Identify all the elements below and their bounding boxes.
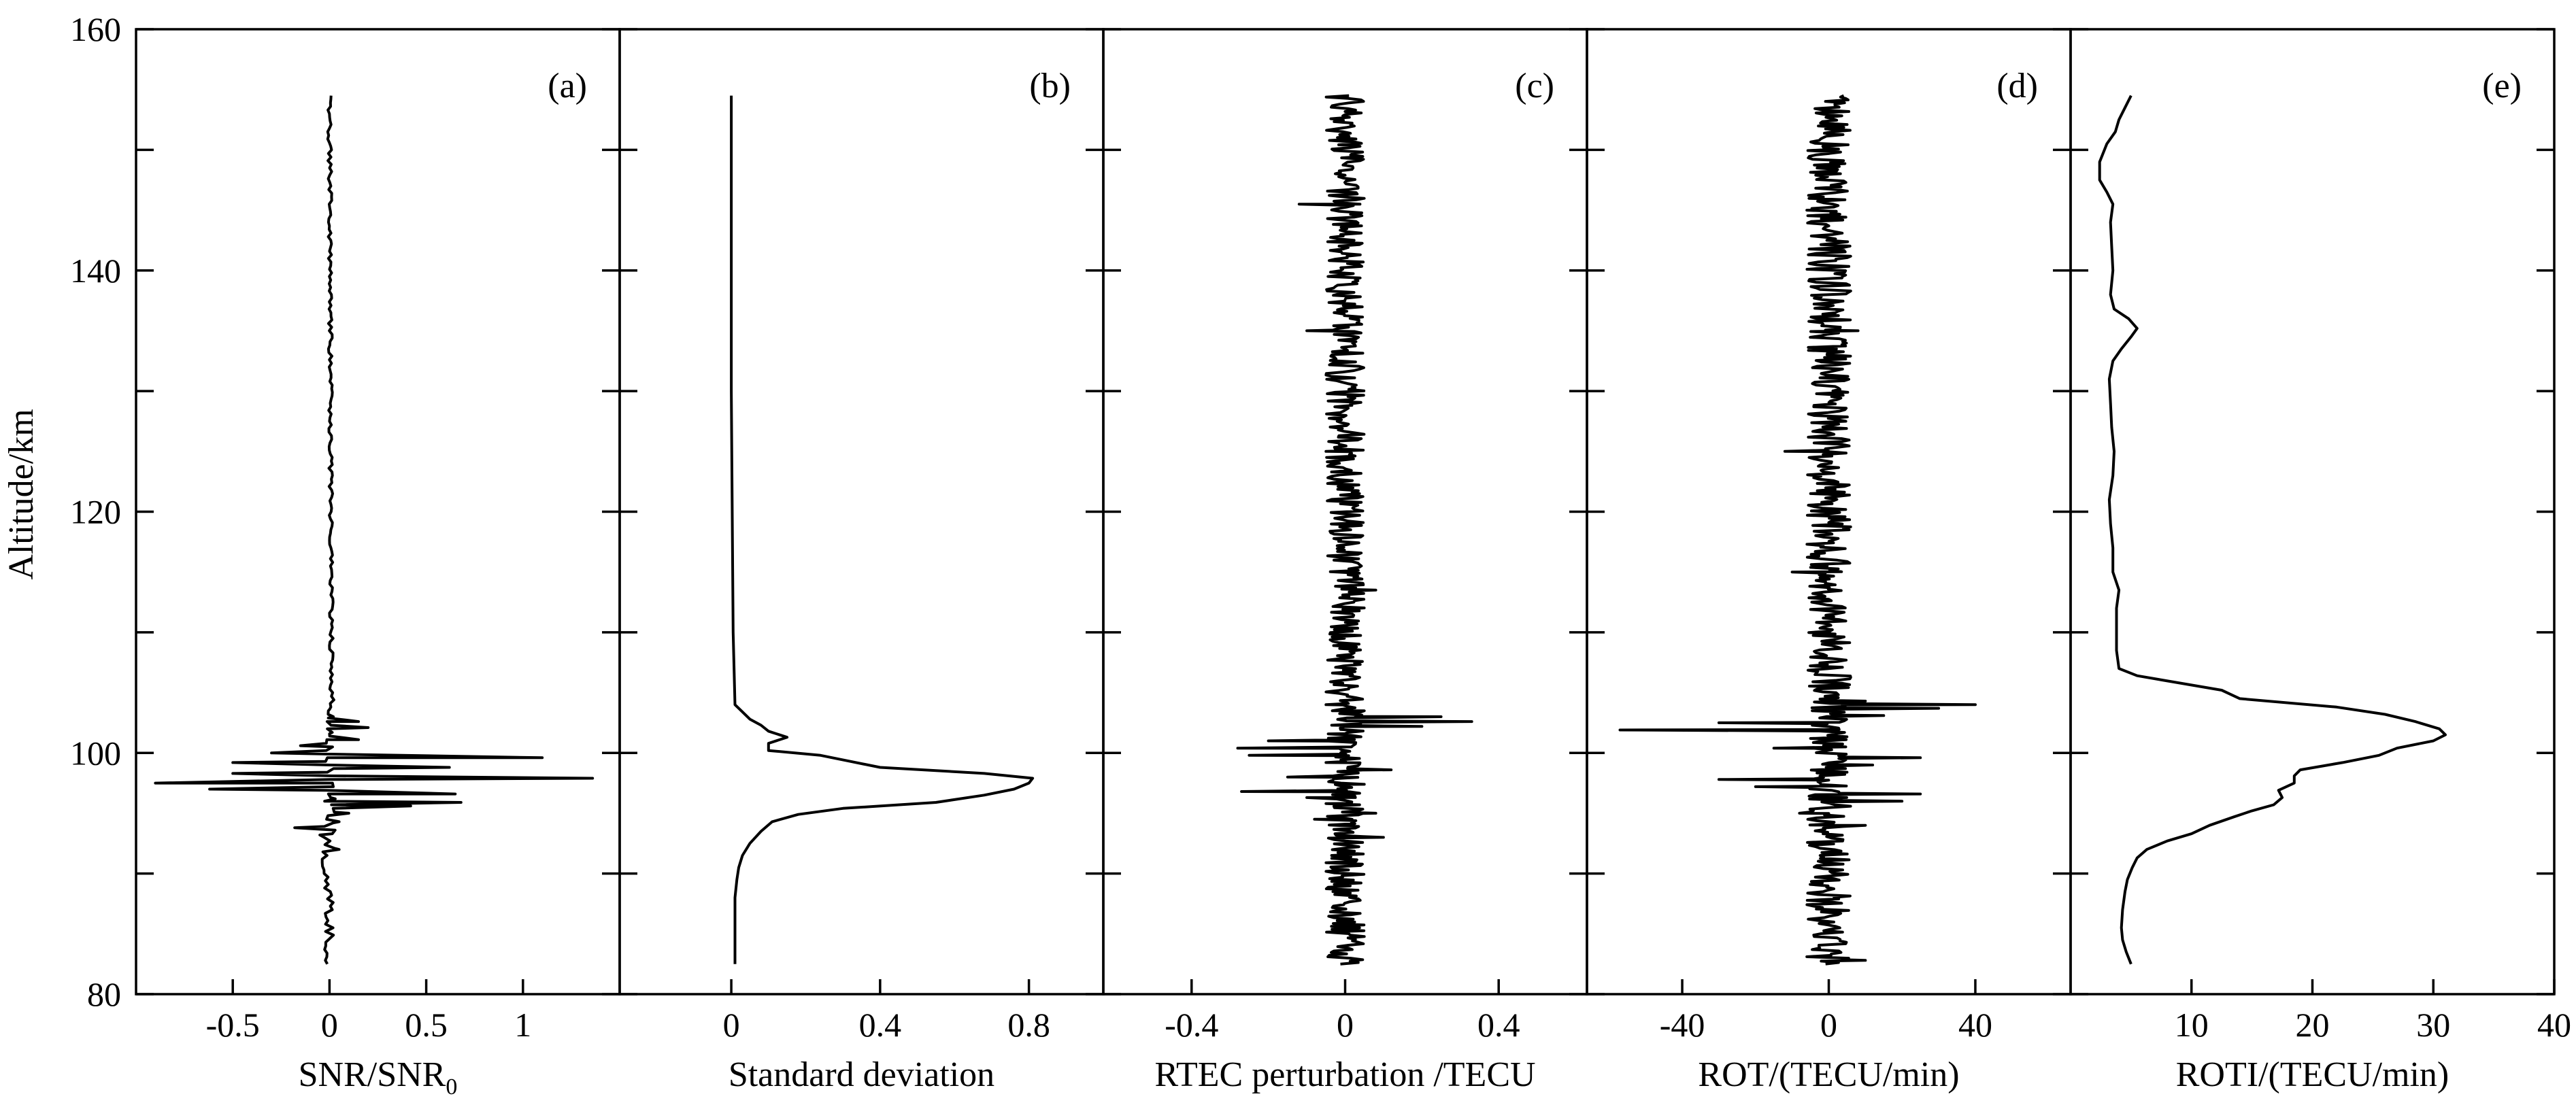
data-series-line	[1236, 94, 1473, 966]
chart-panel: 10 20 30 40 ROTI/(TECU/min) (e)	[2069, 28, 2571, 1094]
panel-label: (a)	[548, 67, 587, 105]
data-series-line	[154, 95, 595, 965]
y-axis: Altitude/km 80 100 120 140 160	[2, 10, 121, 1013]
x-tick-label: 10	[2175, 1006, 2209, 1044]
panel-label: (b)	[1029, 67, 1071, 105]
x-tick-label: -40	[1660, 1006, 1705, 1044]
y-axis-title: Altitude/km	[2, 409, 41, 579]
x-tick-label: 0	[321, 1006, 338, 1044]
chart-panel: -0.4 0 0.4 RTEC perturbation /TECU (c)	[1102, 28, 1588, 1094]
x-axis-title: ROTI/(TECU/min)	[2176, 1055, 2449, 1094]
x-tick-label: 0	[723, 1006, 740, 1044]
y-tick-label: 140	[70, 252, 121, 290]
x-tick-label: 20	[2296, 1006, 2330, 1044]
x-axis-title: ROT/(TECU/min)	[1698, 1055, 1959, 1094]
x-tick-label: 0.4	[1477, 1006, 1520, 1044]
x-tick-label: 0.4	[859, 1006, 902, 1044]
panel-label: (e)	[2482, 67, 2522, 105]
panel-label: (c)	[1515, 67, 1554, 105]
x-tick-label: -0.5	[206, 1006, 260, 1044]
x-tick-label: 30	[2416, 1006, 2450, 1044]
x-tick-label: -0.4	[1165, 1006, 1218, 1044]
chart-panel: -40 0 40 ROT/(TECU/min) (d)	[1586, 28, 2072, 1094]
x-tick-label: 0	[1337, 1006, 1354, 1044]
chart-panel: 0 0.4 0.8 Standard deviation (b)	[618, 28, 1105, 1094]
x-axis-title: SNR/SNR0	[299, 1055, 458, 1100]
x-axis-title-text: RTEC perturbation /TECU	[1154, 1055, 1535, 1094]
x-tick-label: 40	[1958, 1006, 1992, 1044]
y-tick-label: 120	[70, 493, 121, 531]
panel-label: (d)	[1996, 67, 2038, 105]
y-tick-label: 160	[70, 10, 121, 48]
y-tick-label: 100	[70, 734, 121, 772]
x-axis-title: RTEC perturbation /TECU	[1154, 1055, 1535, 1094]
data-series-line	[1618, 94, 1977, 966]
data-series-line	[730, 95, 1035, 964]
x-axis-title-text: ROTI/(TECU/min)	[2176, 1055, 2449, 1094]
x-tick-label: 0.8	[1007, 1006, 1050, 1044]
x-axis-title-text: ROT/(TECU/min)	[1698, 1055, 1959, 1094]
x-axis-title-text: Standard deviation	[729, 1055, 994, 1094]
x-tick-label: 40	[2537, 1006, 2571, 1044]
data-series-line	[2098, 95, 2447, 965]
x-axis-title: Standard deviation	[729, 1055, 994, 1094]
x-tick-label: 0.5	[405, 1006, 448, 1044]
y-tick-label: 80	[87, 975, 121, 1013]
x-axis-title-text: SNR/SNR	[299, 1055, 446, 1094]
x-axis-title-subscript: 0	[446, 1074, 457, 1100]
x-tick-label: 0	[1820, 1006, 1837, 1044]
x-tick-label: 1	[514, 1006, 531, 1044]
